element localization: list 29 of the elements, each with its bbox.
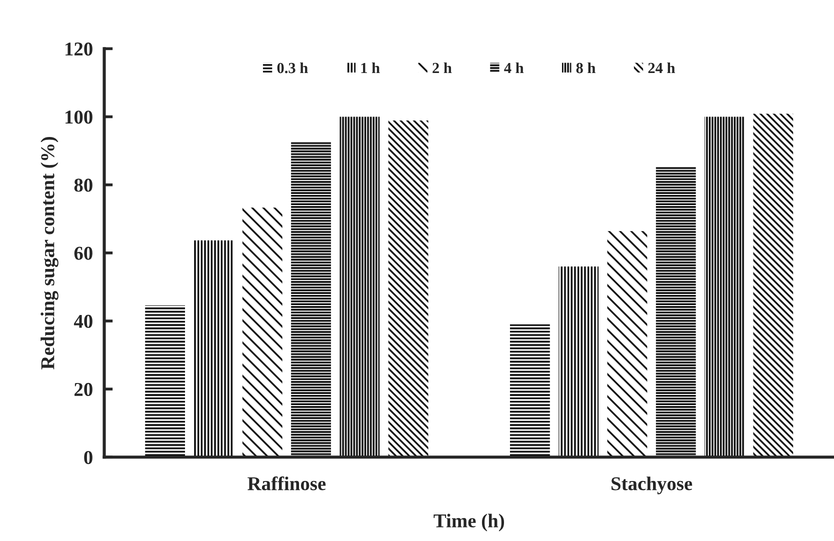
y-tick-label: 0 bbox=[84, 450, 92, 464]
x-axis-title: Time (h) bbox=[434, 514, 504, 532]
bar bbox=[194, 240, 234, 458]
legend-label: 1 h bbox=[361, 62, 380, 74]
legend-label: 0.3 h bbox=[277, 62, 308, 74]
y-tick-label: 80 bbox=[74, 178, 92, 192]
bar bbox=[558, 266, 599, 458]
bar bbox=[388, 120, 428, 458]
bar bbox=[753, 114, 794, 458]
legend-label: 8 h bbox=[576, 62, 596, 74]
legend-label: 2 h bbox=[432, 62, 452, 74]
legend-label: 24 h bbox=[648, 62, 676, 74]
bar bbox=[145, 305, 186, 458]
bar bbox=[704, 116, 744, 458]
x-tick-label: Raffinose bbox=[248, 476, 326, 490]
bar bbox=[242, 208, 282, 458]
y-tick-label: 20 bbox=[74, 382, 92, 396]
y-tick-label: 60 bbox=[74, 246, 92, 260]
y-tick-label: 40 bbox=[74, 314, 92, 328]
bar bbox=[510, 324, 550, 458]
bar bbox=[340, 116, 380, 458]
y-tick-label: 100 bbox=[66, 110, 92, 124]
bar bbox=[607, 231, 648, 458]
legend-label: 4 h bbox=[504, 62, 524, 74]
x-tick-label: Stachyose bbox=[612, 476, 692, 494]
bar bbox=[291, 142, 331, 458]
y-tick-label: 120 bbox=[66, 42, 92, 56]
bar bbox=[656, 167, 696, 458]
y-axis-title: Reducing sugar content (%) bbox=[40, 137, 58, 370]
